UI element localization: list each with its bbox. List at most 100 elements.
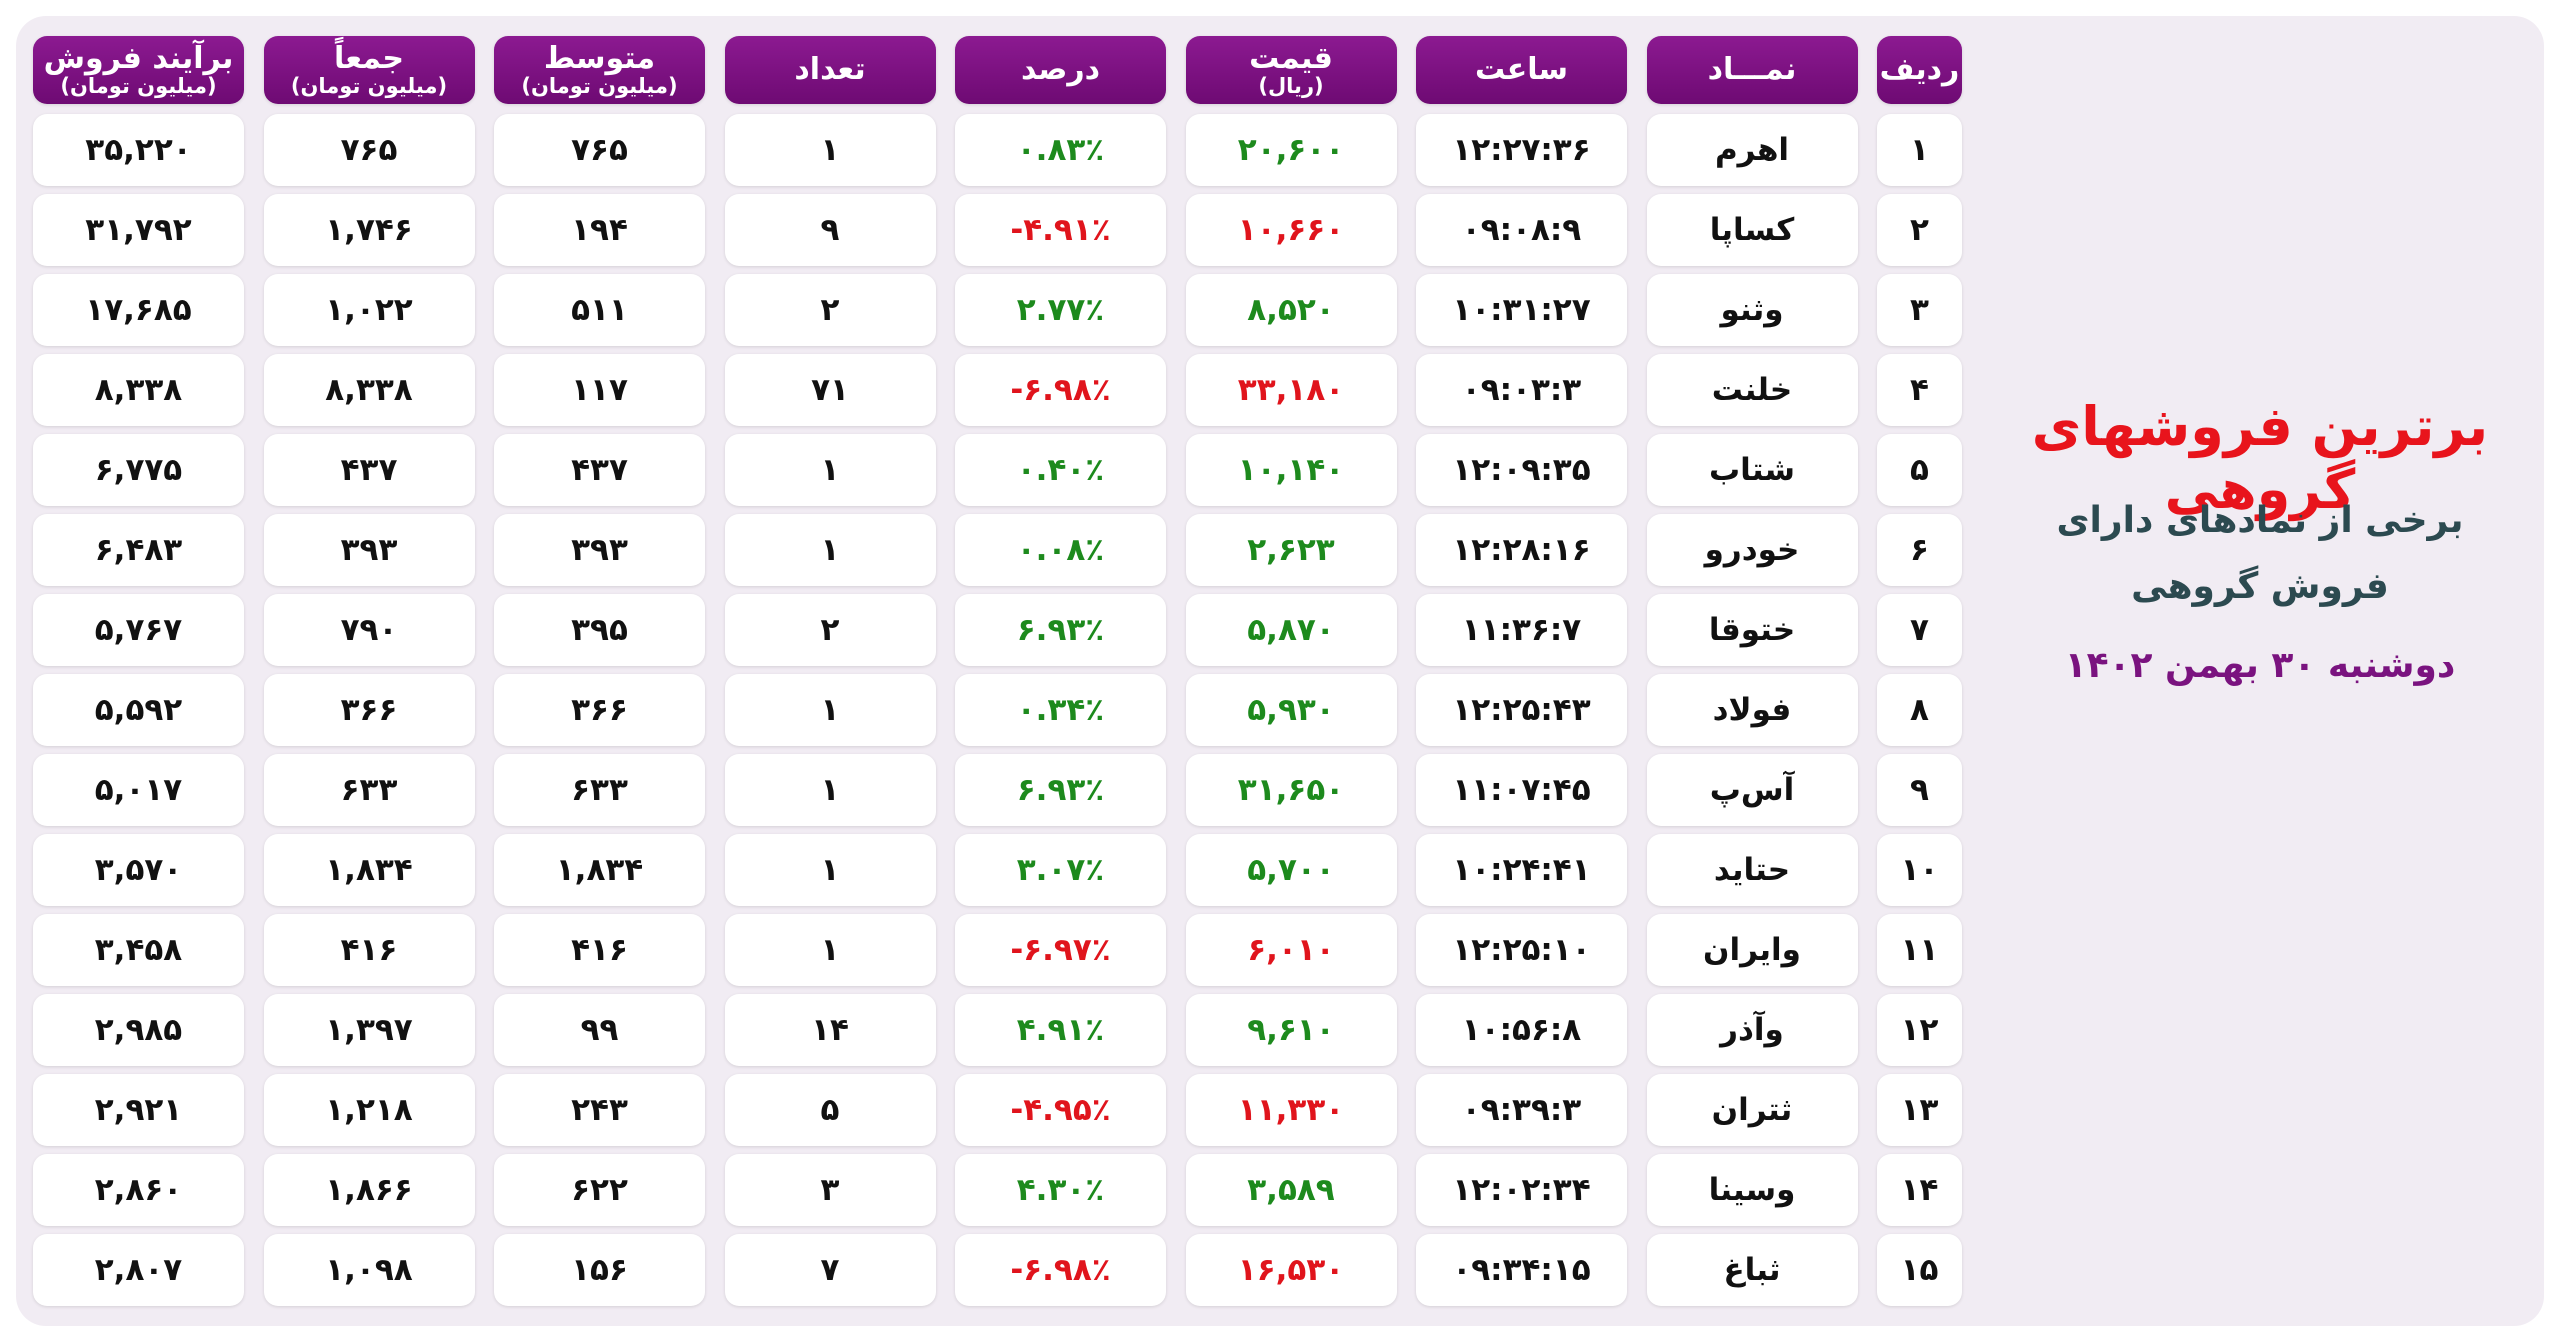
table-cell: ۳۱,۷۹۲ bbox=[33, 194, 244, 266]
table-cell: ۹ bbox=[724, 194, 936, 266]
table-cell: ۱۳ bbox=[1877, 1074, 1962, 1146]
table-cell: ۶ bbox=[1877, 514, 1962, 586]
table-cell: ۷۱ bbox=[724, 354, 936, 426]
table-cell: ۳۹۳ bbox=[494, 514, 705, 586]
table-cell: ۴۳۷ bbox=[494, 434, 705, 506]
table-cell: وایران bbox=[1646, 914, 1858, 986]
table-cell: ۳,۵۷۰ bbox=[33, 834, 244, 906]
table-cell: ۲۴۳ bbox=[494, 1074, 705, 1146]
table-cell: ۶۳۳ bbox=[263, 754, 475, 826]
table-cell: ۱۲:۰۲:۳۴ bbox=[1416, 1154, 1627, 1226]
table-cell: ۶.۹۳٪ bbox=[955, 594, 1166, 666]
table-cell: ۳,۴۵۸ bbox=[33, 914, 244, 986]
table-cell: ۷۹۰ bbox=[263, 594, 475, 666]
table-cell: ۶.۹۳٪ bbox=[955, 754, 1166, 826]
table-cell: ۵۱۱ bbox=[494, 274, 705, 346]
table-cell: ۱ bbox=[724, 514, 936, 586]
column-header: تعداد bbox=[724, 36, 936, 104]
table-cell: حتاید bbox=[1646, 834, 1858, 906]
column-title: نمـــاد bbox=[1707, 52, 1797, 88]
table-cell: ۸,۳۳۸ bbox=[263, 354, 475, 426]
table-cell: ۳ bbox=[724, 1154, 936, 1226]
table-cell: ۶,۰۱۰ bbox=[1185, 914, 1397, 986]
table-cell: ۱۰ bbox=[1877, 834, 1962, 906]
column-header: ردیف bbox=[1877, 36, 1962, 104]
table-cell: ۱,۰۹۸ bbox=[263, 1234, 475, 1306]
table-cell: -۴.۹۵٪ bbox=[955, 1074, 1166, 1146]
table-cell: ۱۴ bbox=[1877, 1154, 1962, 1226]
table-cell: ثتران bbox=[1646, 1074, 1858, 1146]
table-cell: ۱ bbox=[1877, 114, 1962, 186]
table-cell: ۱۵۶ bbox=[494, 1234, 705, 1306]
table-cell: ۵,۷۶۷ bbox=[33, 594, 244, 666]
table-cell: ۲,۸۰۷ bbox=[33, 1234, 244, 1306]
table-cell: ۴۱۶ bbox=[494, 914, 705, 986]
column-title: تعداد bbox=[794, 52, 866, 88]
table-cell: ۸ bbox=[1877, 674, 1962, 746]
table-cell: ۱,۳۹۷ bbox=[263, 994, 475, 1066]
table-cell: فولاد bbox=[1646, 674, 1858, 746]
table-cell: ۸,۳۳۸ bbox=[33, 354, 244, 426]
table-cell: ۱ bbox=[724, 434, 936, 506]
table-cell: -۶.۹۸٪ bbox=[955, 1234, 1166, 1306]
date: دوشنبه ۳۰ بهمن ۱۴۰۲ bbox=[2064, 645, 2456, 686]
table-cell: وسینا bbox=[1646, 1154, 1858, 1226]
table-cell: ۱ bbox=[724, 674, 936, 746]
table-cell: ۰۹:۰۸:۹ bbox=[1416, 194, 1627, 266]
table-cell: ۰۹:۳۹:۳ bbox=[1416, 1074, 1627, 1146]
table-cell: ۵,۰۱۷ bbox=[33, 754, 244, 826]
table-cell: وآذر bbox=[1646, 994, 1858, 1066]
table-cell: ۱ bbox=[724, 114, 936, 186]
table-cell: ۵ bbox=[724, 1074, 936, 1146]
table-cell: ۵,۵۹۲ bbox=[33, 674, 244, 746]
table-cell: ۱,۲۱۸ bbox=[263, 1074, 475, 1146]
table-cell: ۱ bbox=[724, 754, 936, 826]
table-cell: ۹,۶۱۰ bbox=[1185, 994, 1397, 1066]
table-cell: ۱۲ bbox=[1877, 994, 1962, 1066]
table-cell: ۴.۳۰٪ bbox=[955, 1154, 1166, 1226]
table-cell: خلنت bbox=[1646, 354, 1858, 426]
table-cell: ۱۷,۶۸۵ bbox=[33, 274, 244, 346]
column-unit: (میلیون تومان) bbox=[521, 73, 678, 98]
table-cell: ۵,۹۳۰ bbox=[1185, 674, 1397, 746]
table-cell: ۳۹۳ bbox=[263, 514, 475, 586]
table-cell: ۲,۸۶۰ bbox=[33, 1154, 244, 1226]
table-cell: ۳ bbox=[1877, 274, 1962, 346]
column-unit: (میلیون تومان) bbox=[290, 73, 448, 98]
table-cell: ۸,۵۲۰ bbox=[1185, 274, 1397, 346]
table-cell: ۱۵ bbox=[1877, 1234, 1962, 1306]
column-header: جمعاً (میلیون تومان) bbox=[263, 36, 475, 104]
table-cell: ۱۲:۲۵:۱۰ bbox=[1416, 914, 1627, 986]
table-cell: ۱۱:۰۷:۴۵ bbox=[1416, 754, 1627, 826]
table-cell: ۵ bbox=[1877, 434, 1962, 506]
table-cell: ۳۹۵ bbox=[494, 594, 705, 666]
table-cell: ختوقا bbox=[1646, 594, 1858, 666]
table-cell: شتاب bbox=[1646, 434, 1858, 506]
table-cell: ۱۱,۳۳۰ bbox=[1185, 1074, 1397, 1146]
table-cell: ۴ bbox=[1877, 354, 1962, 426]
column-title: برآیند فروش bbox=[43, 41, 234, 77]
column-header: درصد bbox=[955, 36, 1166, 104]
table-cell: ۰۹:۰۳:۳ bbox=[1416, 354, 1627, 426]
table-cell: ۳۱,۶۵۰ bbox=[1185, 754, 1397, 826]
table-cell: ۹ bbox=[1877, 754, 1962, 826]
table-cell: -۶.۹۸٪ bbox=[955, 354, 1166, 426]
table-cell: ۱۱ bbox=[1877, 914, 1962, 986]
table-cell: خودرو bbox=[1646, 514, 1858, 586]
table-cell: ۳۶۶ bbox=[263, 674, 475, 746]
table-cell: ۰.۳۴٪ bbox=[955, 674, 1166, 746]
title: برترین فروشهای گروهی bbox=[2031, 395, 2489, 521]
table-cell: ۱۰,۱۴۰ bbox=[1185, 434, 1397, 506]
table-cell: -۴.۹۱٪ bbox=[955, 194, 1166, 266]
column-title: درصد bbox=[1021, 52, 1100, 88]
table-cell: ۲.۷۷٪ bbox=[955, 274, 1166, 346]
table-cell: ۱۰:۳۱:۲۷ bbox=[1416, 274, 1627, 346]
column-header: برآیند فروش (میلیون تومان) bbox=[33, 36, 244, 104]
column-title: قیمت bbox=[1249, 41, 1333, 77]
table-cell: وثنو bbox=[1646, 274, 1858, 346]
table-cell: ۵,۷۰۰ bbox=[1185, 834, 1397, 906]
table-cell: ۹۹ bbox=[494, 994, 705, 1066]
table-cell: ۱۴ bbox=[724, 994, 936, 1066]
table-cell: ۷ bbox=[1877, 594, 1962, 666]
table-cell: ۷ bbox=[724, 1234, 936, 1306]
